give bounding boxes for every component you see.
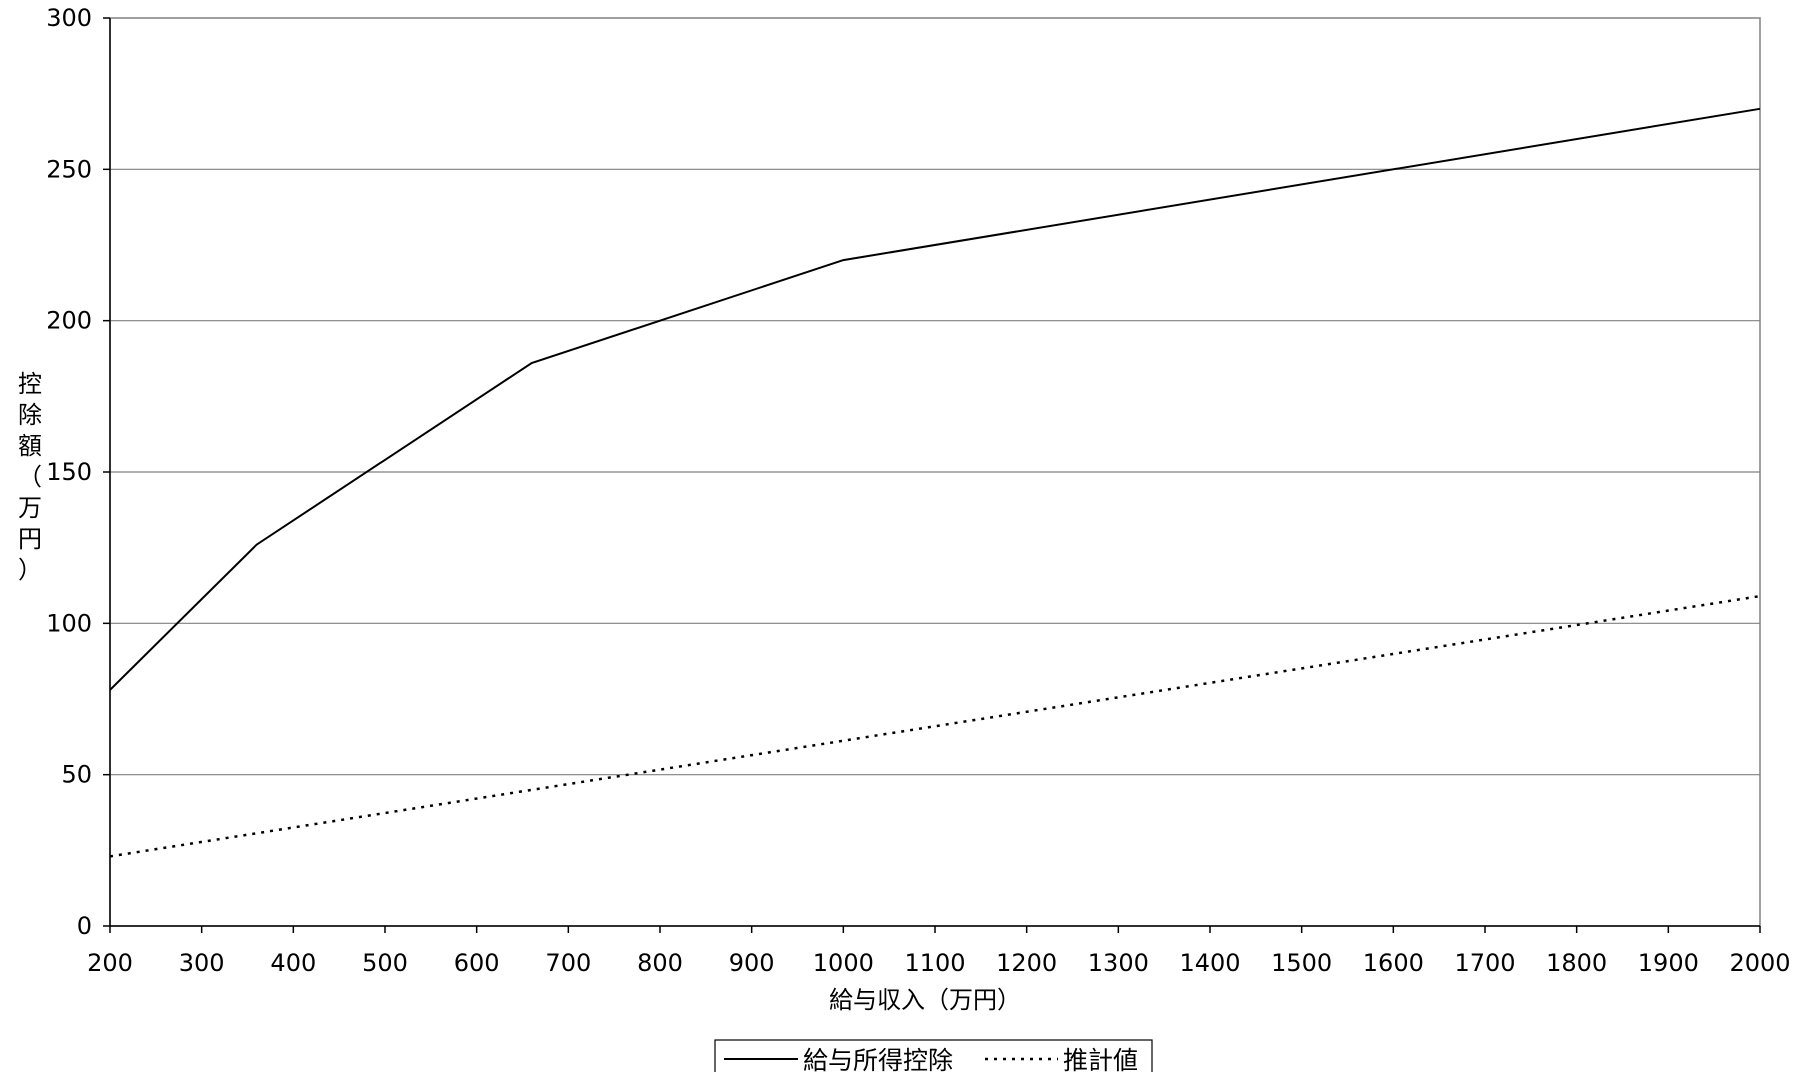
x-tick-label-400: 400	[270, 949, 316, 977]
y-axis-title-char: ）	[18, 556, 42, 584]
x-tick-label-800: 800	[637, 949, 683, 977]
series-layer	[109, 107, 1761, 858]
y-tick-label-250: 250	[46, 155, 92, 183]
x-tick-label-1500: 1500	[1271, 949, 1332, 977]
legend: 給与所得控除 推計値	[714, 1039, 1153, 1072]
series-line-0	[109, 107, 1761, 691]
grid-layer	[110, 168, 1760, 776]
x-tick-label-300: 300	[179, 949, 225, 977]
x-tick-label-1700: 1700	[1454, 949, 1515, 977]
x-axis-title: 給与収入（万円）	[829, 986, 1021, 1014]
y-axis-title-char: 円	[18, 525, 42, 553]
series-line-1	[109, 594, 1761, 858]
y-axis-title-char: 除	[18, 401, 42, 429]
y-axis-title-char: （	[18, 463, 42, 491]
x-tick-label-1000: 1000	[813, 949, 874, 977]
y-tick-label-150: 150	[46, 458, 92, 486]
y-axis-title: 控除額 （ 万円 ）	[18, 370, 42, 584]
x-tick-label-600: 600	[454, 949, 500, 977]
x-tick-label-1100: 1100	[904, 949, 965, 977]
x-tick-label-700: 700	[545, 949, 591, 977]
legend-label-series-1: 推計値	[1063, 1046, 1138, 1072]
x-tick-label-1300: 1300	[1088, 949, 1149, 977]
y-axis-title-char: 控	[18, 370, 42, 398]
x-tick-label-1800: 1800	[1546, 949, 1607, 977]
x-tick-label-500: 500	[362, 949, 408, 977]
x-tick-label-900: 900	[729, 949, 775, 977]
legend-label-series-0: 給与所得控除	[803, 1046, 953, 1072]
y-axis-title-char: 万	[18, 494, 42, 522]
y-tick-label-100: 100	[46, 609, 92, 637]
axis-layer	[103, 17, 1761, 933]
y-tick-label-300: 300	[46, 4, 92, 32]
x-tick-label-1200: 1200	[996, 949, 1057, 977]
x-tick-label-1600: 1600	[1363, 949, 1424, 977]
x-tick-label-2000: 2000	[1729, 949, 1790, 977]
y-tick-label-50: 50	[61, 761, 92, 789]
legend-box	[714, 1039, 1153, 1072]
x-tick-label-200: 200	[87, 949, 133, 977]
y-axis-title-char: 額	[18, 432, 42, 460]
y-tick-label-200: 200	[46, 307, 92, 335]
x-tick-label-1400: 1400	[1179, 949, 1240, 977]
x-tick-labels: 200 300 400 500 600 700 800 900 1000 1100 1200 1300…	[87, 949, 1790, 977]
y-tick-label-0: 0	[77, 912, 92, 940]
y-tick-labels: 0 50 100 150 200 250 300	[46, 4, 92, 940]
x-tick-label-1900: 1900	[1638, 949, 1699, 977]
